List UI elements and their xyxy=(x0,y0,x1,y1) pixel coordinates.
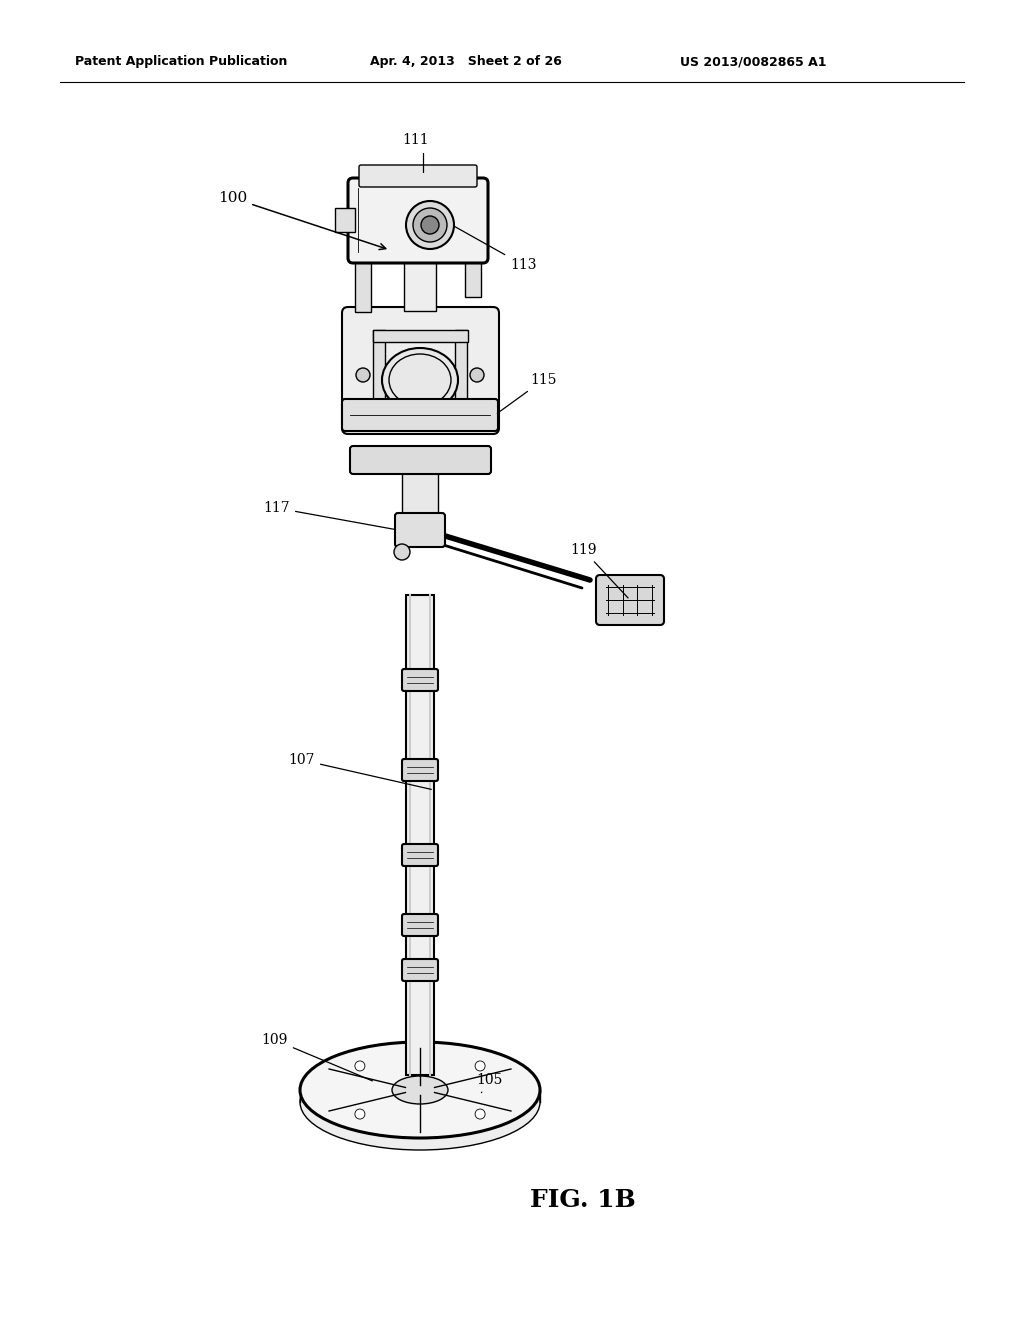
Circle shape xyxy=(356,368,370,381)
Text: 111: 111 xyxy=(402,133,429,172)
FancyBboxPatch shape xyxy=(395,513,445,546)
Bar xyxy=(335,209,355,232)
Bar xyxy=(373,330,468,342)
FancyBboxPatch shape xyxy=(348,178,488,263)
FancyBboxPatch shape xyxy=(402,759,438,781)
Text: 115: 115 xyxy=(498,374,556,413)
FancyBboxPatch shape xyxy=(359,165,477,187)
Ellipse shape xyxy=(300,1041,540,1138)
Circle shape xyxy=(413,209,447,242)
Bar xyxy=(465,257,481,297)
Text: FIG. 1B: FIG. 1B xyxy=(530,1188,636,1212)
FancyBboxPatch shape xyxy=(402,669,438,690)
Bar xyxy=(406,595,434,1074)
Text: 100: 100 xyxy=(218,191,386,249)
Bar xyxy=(402,471,438,531)
Text: 117: 117 xyxy=(263,502,395,529)
Bar xyxy=(455,330,467,411)
Circle shape xyxy=(355,1109,365,1119)
Text: 109: 109 xyxy=(261,1034,373,1081)
Text: 113: 113 xyxy=(455,226,537,272)
Circle shape xyxy=(421,216,439,234)
Bar xyxy=(404,259,436,312)
Bar xyxy=(355,257,371,312)
Circle shape xyxy=(406,201,454,249)
Circle shape xyxy=(355,1061,365,1071)
Circle shape xyxy=(475,1061,485,1071)
Ellipse shape xyxy=(300,1053,540,1150)
Text: 105: 105 xyxy=(476,1073,503,1093)
Circle shape xyxy=(475,1109,485,1119)
Circle shape xyxy=(470,368,484,381)
Bar xyxy=(373,330,385,411)
FancyBboxPatch shape xyxy=(402,913,438,936)
Circle shape xyxy=(394,544,410,560)
Text: Patent Application Publication: Patent Application Publication xyxy=(75,55,288,69)
FancyBboxPatch shape xyxy=(402,843,438,866)
Text: 107: 107 xyxy=(289,752,431,789)
FancyBboxPatch shape xyxy=(350,446,490,474)
Text: 119: 119 xyxy=(570,543,628,598)
Ellipse shape xyxy=(382,348,458,412)
FancyBboxPatch shape xyxy=(342,308,499,434)
Text: Apr. 4, 2013   Sheet 2 of 26: Apr. 4, 2013 Sheet 2 of 26 xyxy=(370,55,562,69)
FancyBboxPatch shape xyxy=(342,399,498,432)
FancyBboxPatch shape xyxy=(596,576,664,624)
FancyBboxPatch shape xyxy=(402,960,438,981)
Ellipse shape xyxy=(392,1076,449,1104)
Text: US 2013/0082865 A1: US 2013/0082865 A1 xyxy=(680,55,826,69)
